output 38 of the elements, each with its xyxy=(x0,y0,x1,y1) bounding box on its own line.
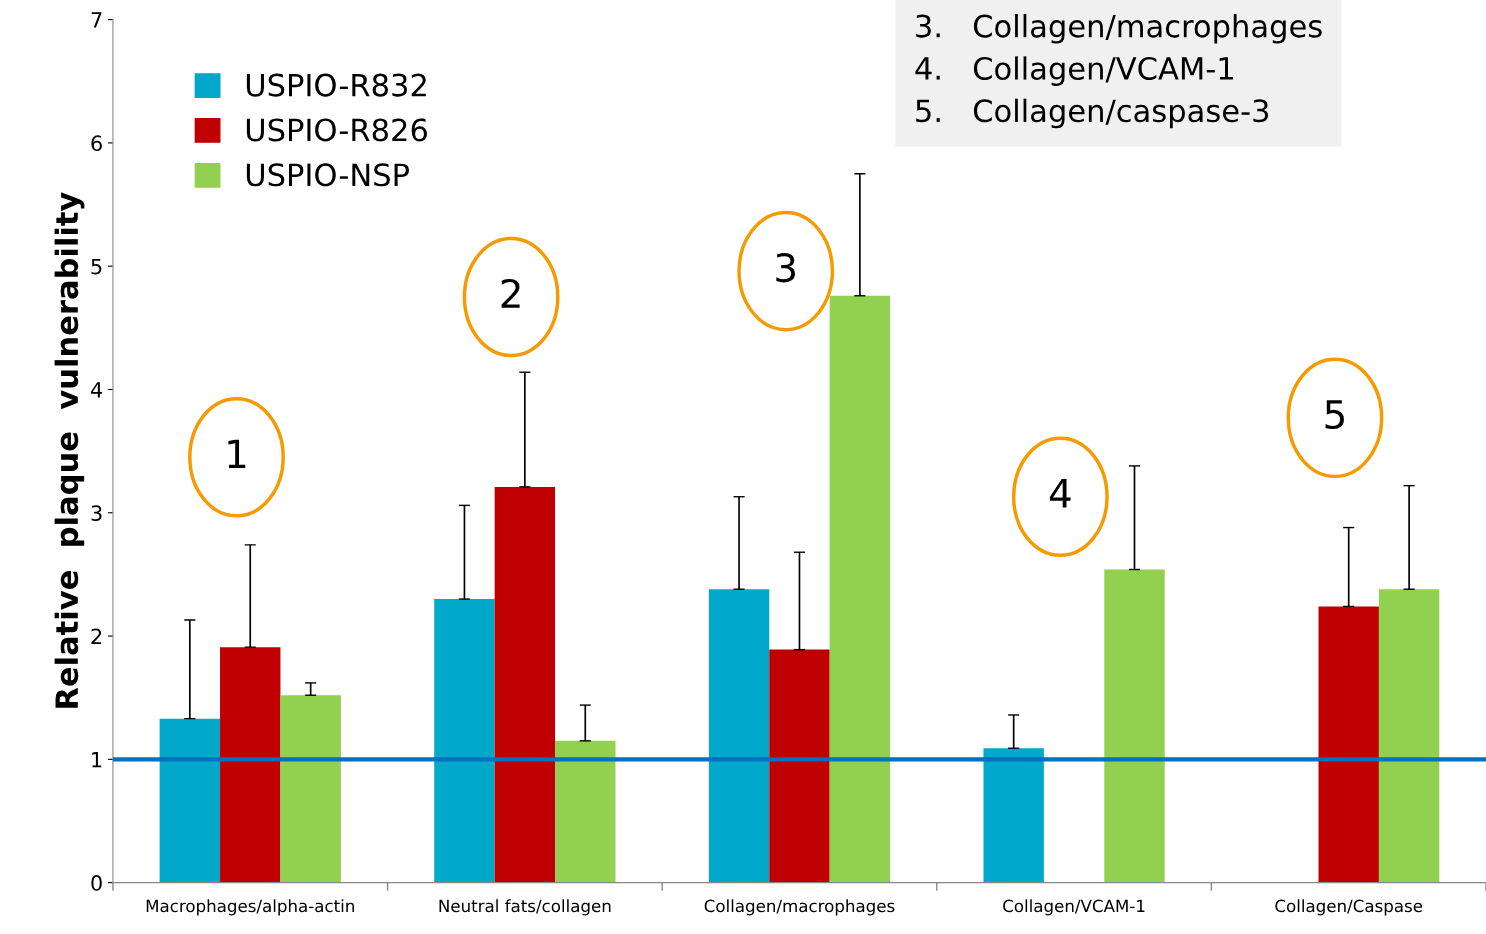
annotation: 5. Collagen/caspase-3 xyxy=(916,98,1269,129)
bar xyxy=(769,649,830,883)
bar xyxy=(1318,606,1379,883)
legend-label: USPIO-NSP xyxy=(246,163,409,187)
y-tick-label: 7 xyxy=(91,12,102,28)
y-tick-label: 6 xyxy=(91,135,102,152)
annotation: 3 xyxy=(776,252,795,283)
x-tick-label: Collagen/VCAM-1 xyxy=(1003,899,1145,916)
annotation: 1 xyxy=(228,439,246,469)
legend-label: USPIO-R826 xyxy=(246,118,427,142)
bar xyxy=(1104,569,1165,883)
bar xyxy=(708,589,770,883)
bar xyxy=(494,486,556,883)
annotation: 4 xyxy=(1049,479,1071,508)
annotation: 5 xyxy=(1325,400,1344,430)
x-tick-label: Collagen/macrophages xyxy=(704,899,895,916)
y-tick-label: 1 xyxy=(92,752,102,768)
annotation: 3. Collagen/macrophages xyxy=(916,14,1322,44)
legend-label: USPIO-R832 xyxy=(246,73,426,97)
y-tick-label: 3 xyxy=(91,505,102,521)
bar xyxy=(555,740,616,883)
y-tick-label: 4 xyxy=(90,382,103,398)
bar xyxy=(280,695,341,883)
annotation: 2 xyxy=(501,278,520,308)
bar xyxy=(220,647,281,883)
bar xyxy=(983,748,1044,883)
x-tick-label: Neutral fats/collagen xyxy=(439,899,611,916)
bar xyxy=(159,718,221,883)
x-tick-label: Collagen/Caspase xyxy=(1275,899,1423,916)
bar xyxy=(434,599,495,883)
annotation: 4. Collagen/VCAM-1 xyxy=(915,56,1233,86)
y-tick-label: 5 xyxy=(91,258,102,275)
y-axis-title: Relative plaque vulnerability xyxy=(54,192,85,708)
y-tick-label: 2 xyxy=(91,628,102,644)
x-tick-label: Macrophages/alpha-actin xyxy=(146,899,354,916)
bar xyxy=(829,295,891,883)
y-tick-label: 0 xyxy=(91,875,102,891)
bar xyxy=(1378,589,1440,883)
